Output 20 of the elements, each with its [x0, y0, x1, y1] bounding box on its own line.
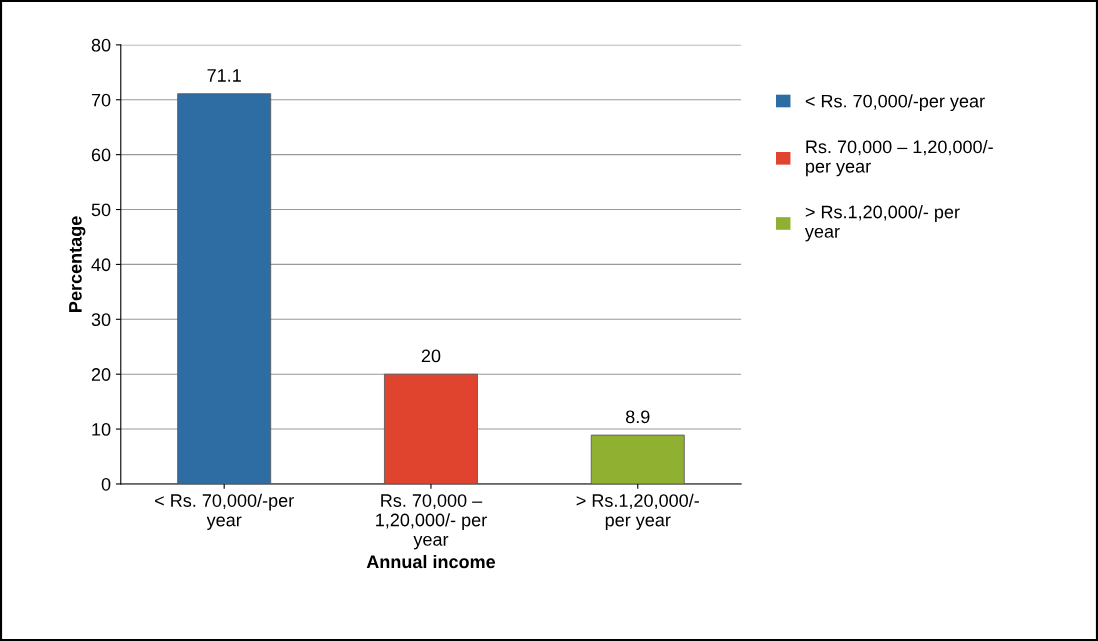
- legend-label: < Rs. 70,000/-per year: [805, 94, 985, 112]
- y-tick-label: 10: [92, 423, 111, 436]
- y-tick-label: 80: [91, 38, 111, 52]
- x-tick-label: < Rs. 70,000/-per year: [155, 493, 294, 530]
- y-axis-title: Percentage: [69, 216, 86, 312]
- legend-label: Rs. 70,000 – 1,20,000/- per year: [806, 139, 993, 177]
- y-tick-label: 70: [91, 93, 111, 107]
- data-label: 8.9: [625, 410, 650, 424]
- y-tick-label: 20: [91, 368, 111, 381]
- y-tick-label: 60: [91, 148, 111, 162]
- data-label: 20: [421, 349, 441, 363]
- x-tick-label: > Rs.1,20,000/- per year: [576, 493, 699, 530]
- legend-label: > Rs.1,20,000/- per year: [804, 205, 960, 242]
- data-label: 71.1: [207, 69, 241, 82]
- y-tick-label: 40: [91, 258, 111, 272]
- x-tick-label: Rs. 70,000 – 1,20,000/- per year: [376, 494, 487, 550]
- y-tick-label: 0: [101, 477, 111, 491]
- y-tick-label: 50: [91, 203, 111, 217]
- y-tick-label: 30: [91, 313, 111, 327]
- x-axis-title: Annual income: [366, 554, 496, 569]
